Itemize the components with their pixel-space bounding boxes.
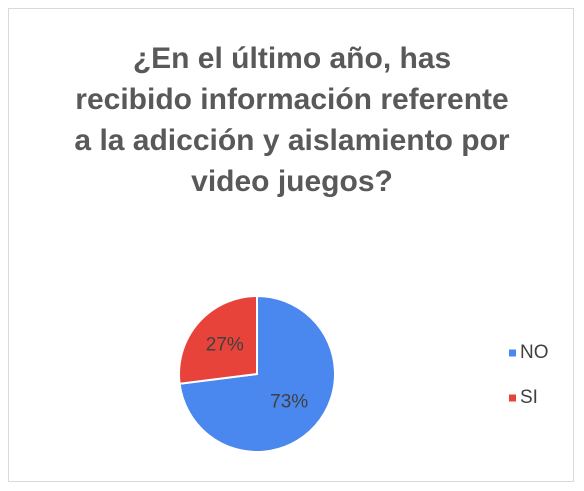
legend-label: NO	[520, 342, 549, 363]
data-label: 27%	[206, 335, 244, 356]
data-label: 73%	[270, 391, 308, 412]
chart-title: ¿En el último año, has recibido informac…	[74, 42, 510, 198]
legend-label: SI	[520, 387, 538, 408]
chart-frame	[8, 8, 574, 482]
pie-slice	[178, 294, 258, 385]
legend-swatch	[509, 394, 516, 402]
legend-swatch	[509, 349, 516, 357]
